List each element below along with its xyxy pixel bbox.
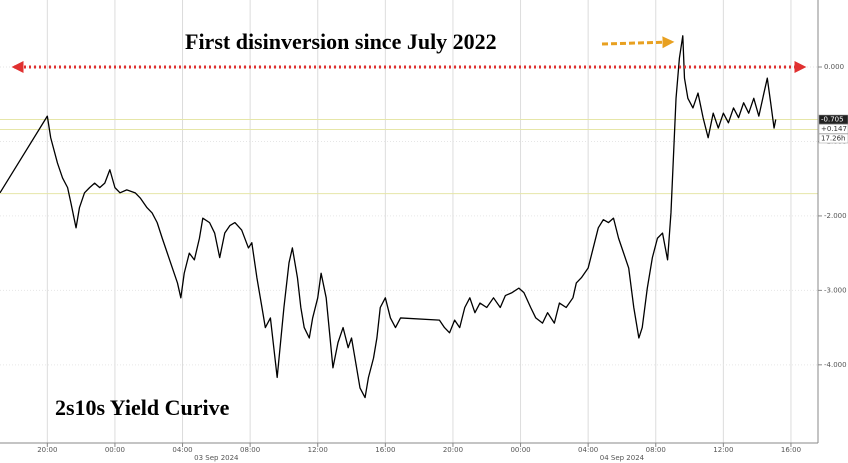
- last-value-label: +0.147: [821, 125, 847, 133]
- last-value-box: [818, 124, 848, 134]
- date-label: 03 Sep 2024: [194, 454, 239, 462]
- y-tick-label: 0.000: [824, 63, 844, 71]
- series-line: [0, 35, 777, 399]
- last-value-box: [818, 114, 848, 125]
- annotation: 2s10s Yield Curive: [55, 395, 230, 420]
- last-value-label: -0.705: [821, 115, 844, 123]
- x-tick-label: 20:00: [37, 446, 57, 454]
- x-tick-label: 12:00: [308, 446, 328, 454]
- x-tick-label: 20:00: [443, 446, 463, 454]
- date-label: 04 Sep 2024: [600, 454, 645, 462]
- y-tick-label: -2.000: [824, 212, 847, 220]
- x-tick-label: 08:00: [646, 446, 666, 454]
- x-tick-label: 08:00: [240, 446, 260, 454]
- pointer-arrow: [601, 36, 675, 49]
- y-tick-label: -3.000: [824, 286, 847, 294]
- last-value-box: [818, 133, 848, 144]
- x-tick-label: 04:00: [578, 446, 598, 454]
- x-tick-label: 00:00: [510, 446, 530, 454]
- x-tick-label: 12:00: [713, 446, 733, 454]
- x-tick-label: 00:00: [105, 446, 125, 454]
- plot: [0, 35, 777, 399]
- x-tick-label: 16:00: [781, 446, 801, 454]
- y-tick-label: -4.000: [824, 361, 847, 369]
- x-tick-label: 04:00: [172, 446, 192, 454]
- x-tick-label: 16:00: [375, 446, 395, 454]
- last-value-label: 17.26h: [821, 134, 845, 142]
- annotation: First disinversion since July 2022: [185, 29, 497, 54]
